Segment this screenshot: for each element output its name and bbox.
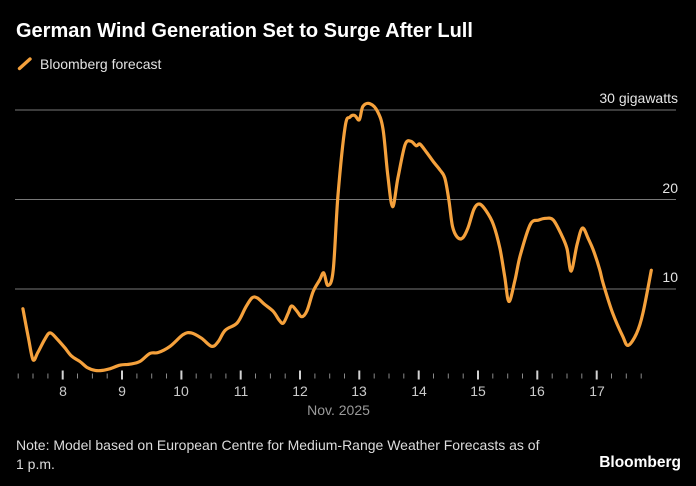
x-axis-label-9: 9: [118, 383, 126, 399]
footnote: Note: Model based on European Centre for…: [16, 436, 539, 474]
bloomberg-logo: Bloomberg: [599, 454, 681, 471]
forecast-line: [21, 101, 653, 373]
x-axis-label-8: 8: [59, 383, 67, 399]
x-axis-label-17: 17: [589, 383, 605, 399]
slash-icon: [17, 57, 32, 71]
legend: Bloomberg forecast: [17, 56, 161, 72]
x-axis-label-14: 14: [411, 383, 427, 399]
footnote-line-1: Note: Model based on European Centre for…: [16, 437, 540, 453]
x-axis-month-label: Nov. 2025: [307, 402, 370, 418]
x-axis-label-10: 10: [173, 383, 189, 399]
legend-label: Bloomberg forecast: [40, 56, 162, 72]
x-axis-label-15: 15: [470, 383, 486, 399]
x-axis-label-16: 16: [529, 383, 545, 399]
y-axis-label-30: 30 gigawatts: [599, 90, 678, 106]
x-axis-label-13: 13: [351, 383, 367, 399]
y-axis-label-20: 20: [662, 180, 678, 196]
chart-title: German Wind Generation Set to Surge Afte…: [16, 20, 473, 42]
y-axis-label-10: 10: [662, 269, 678, 285]
x-axis-label-12: 12: [292, 383, 308, 399]
x-axis-label-11: 11: [233, 383, 249, 399]
footnote-line-2: 1 p.m.: [16, 456, 55, 472]
